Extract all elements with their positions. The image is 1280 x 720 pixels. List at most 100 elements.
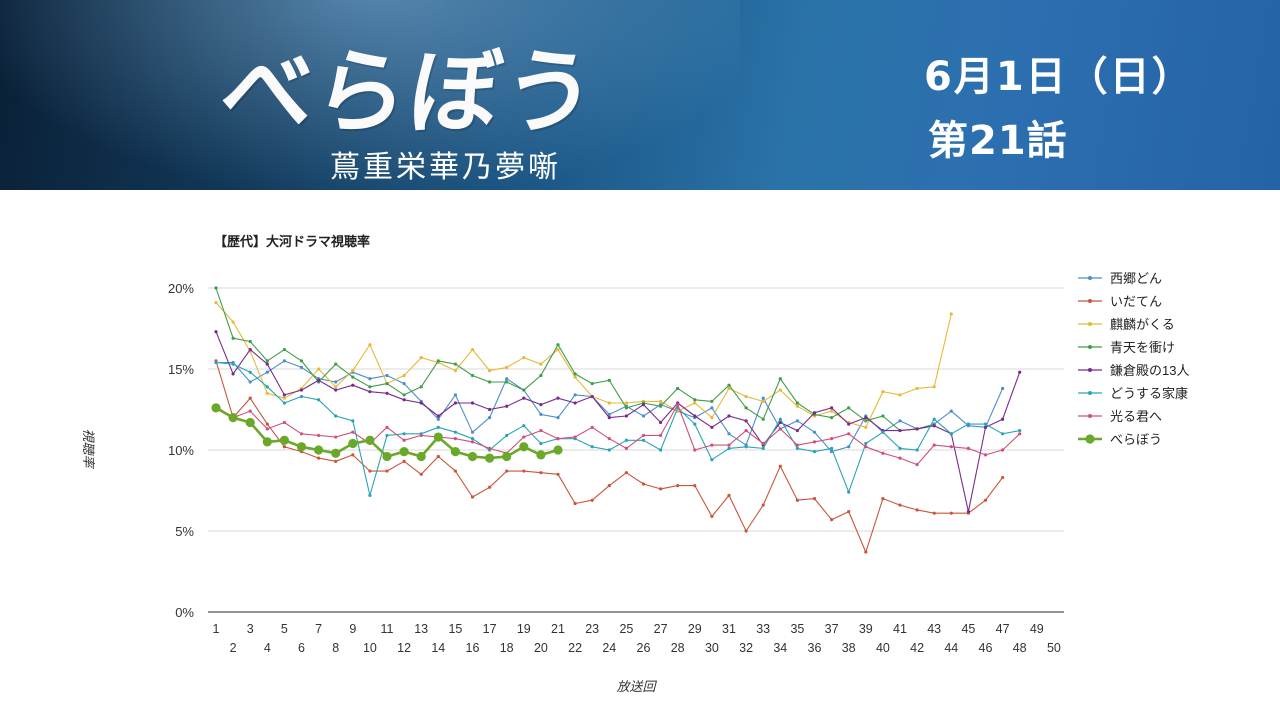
data-point — [485, 453, 495, 463]
data-point — [351, 419, 355, 423]
x-axis-title: 放送回 — [616, 679, 657, 694]
data-point — [488, 380, 492, 384]
data-point — [881, 414, 885, 418]
data-point — [248, 339, 252, 344]
data-point — [385, 469, 389, 473]
data-point — [624, 446, 629, 450]
data-point — [368, 343, 372, 347]
data-point — [693, 422, 697, 426]
data-point — [949, 432, 953, 436]
data-point — [402, 393, 406, 397]
x-tick-label: 31 — [722, 622, 736, 636]
data-point — [966, 422, 971, 426]
data-point — [590, 445, 594, 449]
data-point — [556, 347, 560, 352]
data-point — [795, 498, 800, 502]
ratings-line-chart: 【歴代】大河ドラマ視聴率0%5%10%15%20%123456789101112… — [81, 234, 1189, 694]
data-point — [522, 396, 526, 400]
data-point — [573, 501, 577, 506]
data-point — [470, 440, 475, 444]
data-point — [470, 437, 475, 441]
data-point — [522, 388, 526, 392]
series-line — [215, 404, 1021, 466]
data-point — [1001, 475, 1005, 480]
data-point — [744, 406, 748, 410]
data-point — [607, 437, 611, 441]
data-point — [539, 412, 543, 416]
data-point — [761, 417, 765, 421]
data-point — [573, 393, 577, 397]
data-point — [368, 385, 372, 389]
x-tick-label: 28 — [671, 641, 685, 655]
data-point — [282, 359, 286, 363]
data-point — [1001, 448, 1005, 452]
x-tick-label: 13 — [414, 622, 428, 636]
x-tick-label: 29 — [688, 622, 702, 636]
data-point — [539, 441, 543, 446]
header-banner: べらぼう 蔦重栄華乃夢噺 6月1日（日） 第21話 — [0, 0, 1280, 190]
data-point — [334, 435, 338, 439]
data-point — [573, 375, 577, 379]
data-point — [1018, 432, 1022, 436]
data-point — [265, 391, 269, 395]
data-point — [433, 432, 443, 442]
x-tick-label: 26 — [637, 641, 651, 655]
data-point — [539, 403, 543, 407]
series-line — [215, 331, 1021, 513]
x-tick-label: 47 — [996, 622, 1010, 636]
x-tick-label: 25 — [619, 622, 633, 636]
legend-swatch-marker — [1088, 391, 1092, 395]
data-point — [795, 443, 800, 447]
data-point — [1001, 386, 1005, 391]
data-point — [744, 394, 748, 399]
data-point — [659, 420, 663, 425]
data-point — [470, 401, 475, 405]
data-point — [932, 417, 936, 421]
data-point — [607, 484, 611, 488]
data-point — [262, 437, 272, 447]
data-point — [522, 469, 526, 473]
data-point — [231, 362, 235, 366]
data-point — [590, 394, 594, 399]
x-tick-label: 9 — [349, 622, 356, 636]
legend-label: 青天を衝け — [1110, 340, 1175, 355]
data-point — [727, 414, 731, 418]
x-tick-label: 15 — [448, 622, 462, 636]
data-point — [368, 390, 372, 394]
data-point — [351, 383, 355, 387]
data-point — [436, 414, 440, 418]
data-point — [830, 406, 834, 410]
data-point — [450, 447, 460, 457]
data-point — [317, 456, 321, 460]
y-tick-label: 0% — [175, 605, 194, 620]
data-point — [368, 377, 372, 381]
data-point — [778, 464, 782, 468]
data-point — [402, 373, 406, 378]
legend-swatch-marker — [1088, 299, 1092, 303]
data-point — [245, 417, 255, 428]
data-point — [778, 417, 782, 421]
data-point — [573, 401, 577, 405]
x-tick-label: 41 — [893, 622, 907, 636]
data-point — [573, 435, 577, 439]
data-point — [556, 396, 560, 400]
data-point — [522, 424, 526, 428]
data-point — [556, 416, 560, 420]
data-point — [693, 448, 697, 452]
data-point — [710, 514, 714, 519]
data-point — [607, 412, 611, 416]
data-point — [830, 437, 834, 441]
data-point — [453, 362, 457, 366]
data-point — [436, 359, 440, 363]
data-point — [641, 414, 646, 418]
data-point — [382, 451, 392, 462]
x-tick-label: 35 — [790, 622, 804, 636]
data-point — [949, 511, 953, 515]
data-point — [211, 403, 221, 413]
x-tick-label: 17 — [483, 622, 497, 636]
x-tick-label: 37 — [825, 622, 839, 636]
data-point — [368, 493, 372, 497]
data-point — [641, 403, 646, 407]
data-point — [351, 375, 355, 379]
data-point — [334, 380, 338, 384]
